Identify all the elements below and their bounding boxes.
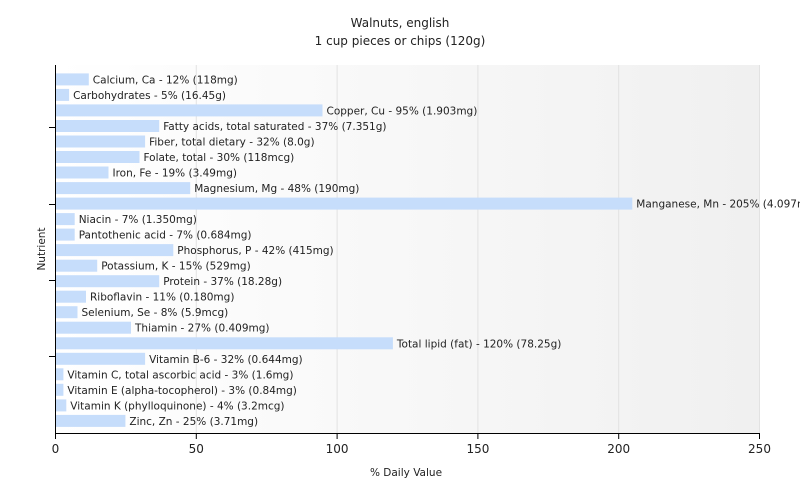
bar-label: Zinc, Zn - 25% (3.71mg)	[129, 416, 258, 428]
bar	[56, 321, 131, 334]
x-tick-label: 100	[326, 442, 349, 456]
bar-label: Phosphorus, P - 42% (415mg)	[177, 245, 333, 257]
bar	[56, 73, 89, 86]
bar	[56, 244, 174, 257]
x-tick-label: 200	[607, 442, 630, 456]
bar-label: Riboflavin - 11% (0.180mg)	[90, 292, 234, 304]
bar-label: Calcium, Ca - 12% (118mg)	[93, 74, 238, 86]
bar	[56, 213, 75, 226]
grid-lines	[195, 65, 760, 433]
y-axis-title: Nutrient	[36, 227, 48, 270]
bar-label: Vitamin E (alpha-tocopherol) - 3% (0.84m…	[67, 385, 297, 397]
bar-label: Vitamin C, total ascorbic acid - 3% (1.6…	[67, 369, 293, 381]
bar-label: Fiber, total dietary - 32% (8.0g)	[149, 137, 314, 149]
bar	[56, 135, 146, 148]
bar	[56, 368, 64, 381]
bar	[56, 197, 633, 210]
bar	[56, 275, 160, 288]
bar-label: Protein - 37% (18.28g)	[163, 276, 282, 288]
bar	[56, 383, 64, 396]
bar	[56, 120, 160, 132]
bar	[56, 182, 191, 195]
bar-label: Folate, total - 30% (118mcg)	[144, 152, 295, 164]
bar	[56, 151, 140, 163]
bar	[56, 306, 78, 319]
x-tick-label: 150	[466, 442, 489, 456]
x-tick-label: 0	[52, 442, 60, 456]
bar-label: Potassium, K - 15% (529mg)	[101, 261, 251, 273]
bar	[56, 290, 86, 303]
bars: Calcium, Ca - 12% (118mg) Carbohydrates -…	[56, 73, 800, 428]
bar-label: Fatty acids, total saturated - 37% (7.35…	[163, 121, 386, 133]
bar-label: Carbohydrates - 5% (16.45g)	[73, 90, 226, 102]
bar	[56, 399, 67, 412]
bar-label: Vitamin K (phylloquinone) - 4% (3.2mcg)	[70, 400, 284, 412]
bar-label: Magnesium, Mg - 48% (190mg)	[194, 183, 359, 195]
bar	[56, 259, 98, 272]
bar	[56, 228, 75, 241]
bar-label: Total lipid (fat) - 120% (78.25g)	[396, 338, 561, 350]
bar	[56, 88, 70, 101]
bar-label: Iron, Fe - 19% (3.49mg)	[113, 168, 237, 180]
bar-label: Vitamin B-6 - 32% (0.644mg)	[149, 354, 303, 366]
bar-label: Manganese, Mn - 205% (4.097mg)	[636, 199, 800, 211]
bar-label: Pantothenic acid - 7% (0.684mg)	[79, 230, 252, 242]
bar-label: Copper, Cu - 95% (1.903mg)	[327, 105, 478, 117]
bar	[56, 104, 323, 117]
chart-title: Walnuts, english	[351, 16, 450, 30]
chart-subtitle: 1 cup pieces or chips (120g)	[315, 34, 486, 48]
x-axis-title: % Daily Value	[370, 467, 442, 479]
x-tick-label: 50	[189, 442, 204, 456]
bar	[56, 414, 126, 427]
bar-label: Selenium, Se - 8% (5.9mcg)	[82, 307, 229, 319]
x-tick-label: 250	[748, 442, 771, 456]
axes: 0 50 100 150 200 250	[49, 65, 771, 456]
bar-label: Thiamin - 27% (0.409mg)	[134, 323, 270, 335]
bar-label: Niacin - 7% (1.350mg)	[79, 214, 197, 226]
bar	[56, 166, 109, 179]
bar	[56, 337, 393, 350]
bar	[56, 352, 146, 365]
